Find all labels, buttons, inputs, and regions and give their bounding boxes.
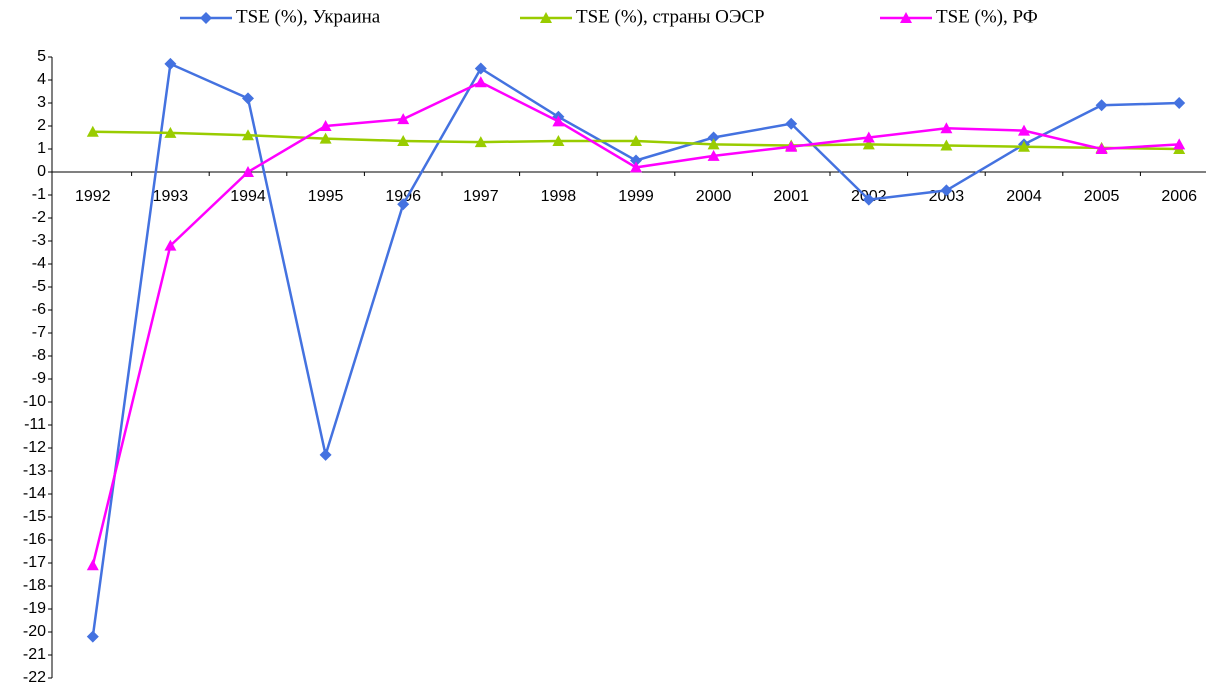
point-marker [630,154,642,167]
y-tick-label: -4 [32,255,46,272]
x-tick-label: 1995 [308,188,344,205]
y-tick-label: -15 [23,508,46,525]
point-marker [940,122,953,134]
y-tick-label: 4 [37,71,46,88]
legend-marker [900,12,912,23]
point-marker [319,132,332,144]
y-tick-label: -10 [23,393,46,410]
y-tick-label: -7 [32,324,46,341]
legend-label: TSE (%), страны ОЭСР [576,6,765,27]
x-tick-label: 2001 [773,188,809,205]
point-marker [552,134,565,146]
point-marker [164,57,177,70]
point-marker [862,193,875,206]
point-marker [397,134,410,146]
y-tick-label: 2 [37,117,46,134]
y-tick-label: -21 [23,646,46,663]
point-marker [1173,97,1186,109]
point-marker [474,76,487,88]
point-marker [242,166,254,177]
x-tick-label: 2006 [1161,188,1197,205]
y-tick-label: -13 [23,462,46,479]
y-tick-label: -3 [32,232,46,249]
y-tick-label: -11 [24,416,46,433]
point-marker [1018,140,1030,152]
y-tick-label: -18 [23,577,46,594]
point-marker [1095,99,1108,112]
point-marker [397,198,410,211]
y-tick-label: -16 [23,531,46,548]
point-marker [1018,124,1030,136]
y-tick-label: -22 [23,669,46,686]
x-tick-label: 1992 [75,188,111,205]
point-marker [862,138,875,150]
point-marker [319,120,332,131]
point-marker [164,239,177,251]
point-marker [940,184,953,197]
point-marker [707,131,720,144]
y-tick-label: 1 [37,140,46,157]
x-tick-label: 1998 [541,188,577,205]
point-marker [1173,138,1186,150]
y-tick-label: 3 [37,94,46,111]
point-marker [785,140,798,152]
x-tick-label: 1996 [385,188,421,205]
point-marker [940,139,953,151]
x-tick-label: 2004 [1006,188,1042,205]
y-tick-label: 5 [37,48,46,65]
point-marker [86,559,99,571]
point-marker [707,138,720,150]
legend-marker [540,12,552,23]
point-marker [242,129,254,141]
y-tick-label: -20 [23,623,46,640]
point-marker [785,117,798,130]
series-line [91,62,1180,637]
legend-marker [200,12,212,24]
x-tick-label: 2005 [1084,188,1120,205]
point-marker [707,149,720,161]
legend-label: TSE (%), РФ [936,6,1038,27]
x-tick-label: 1993 [153,188,189,205]
point-marker [242,92,254,105]
point-marker [862,131,875,143]
y-tick-label: -8 [32,347,46,364]
x-tick-label: 1999 [618,188,654,205]
y-tick-label: -2 [32,209,46,226]
y-tick-label: -1 [32,186,46,203]
point-marker [474,62,487,75]
x-tick-label: 1994 [230,188,266,205]
y-tick-label: -14 [23,485,46,502]
point-marker [474,136,487,148]
y-tick-label: -5 [32,278,46,295]
point-marker [1095,143,1108,154]
y-tick-label: -19 [23,600,46,617]
point-marker [86,630,99,643]
x-tick-label: 1997 [463,188,499,205]
y-tick-label: -9 [32,370,46,387]
x-tick-label: 2000 [696,188,732,205]
y-tick-label: -12 [23,439,46,456]
y-tick-label: -6 [32,301,46,318]
point-marker [630,134,642,146]
y-tick-label: -17 [23,554,46,571]
point-marker [164,126,177,138]
point-marker [552,115,565,127]
legend-label: TSE (%), Украина [236,6,381,27]
point-marker [86,125,99,137]
point-marker [630,161,642,173]
point-marker [397,113,410,125]
point-marker [319,448,332,461]
y-tick-label: 0 [37,163,46,180]
